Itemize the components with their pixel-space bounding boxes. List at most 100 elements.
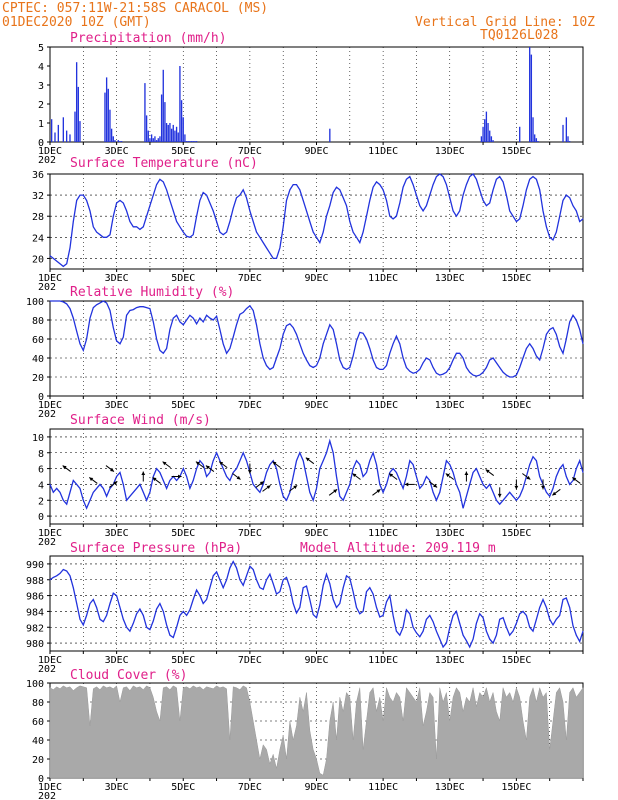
- wind-ytick-label: 4: [38, 480, 44, 491]
- temp-point: [412, 184, 414, 185]
- wind-point: [86, 507, 88, 509]
- wind-point: [352, 468, 354, 469]
- pres-point: [449, 626, 451, 628]
- temp-point: [545, 226, 547, 228]
- temp-point: [256, 231, 257, 233]
- wind-point: [466, 495, 467, 497]
- rh-point: [575, 319, 577, 321]
- precip-bar: [62, 117, 64, 142]
- precip-bar: [180, 100, 183, 142]
- wind-point: [219, 460, 221, 462]
- rh-point: [202, 321, 204, 323]
- wind-point: [359, 464, 361, 466]
- pres-point: [339, 603, 341, 604]
- precip-bar: [114, 140, 116, 142]
- temp-point: [306, 210, 307, 212]
- temp-xtick-label: 15DEC: [501, 273, 531, 284]
- wind-point: [252, 484, 254, 485]
- temp-point: [182, 231, 184, 233]
- temp-point: [352, 231, 354, 233]
- precip-bar: [562, 124, 564, 142]
- wind-point: [206, 476, 207, 477]
- rh-point: [312, 367, 314, 368]
- precip-bar: [154, 136, 156, 142]
- pres-point: [52, 576, 54, 578]
- wind-point: [406, 476, 407, 477]
- rh-point: [525, 348, 527, 349]
- rh-point: [292, 327, 294, 328]
- rh-point: [462, 357, 464, 359]
- rh-point: [299, 343, 301, 345]
- precip-bar: [537, 141, 539, 142]
- temp-point: [379, 184, 381, 185]
- wind-point: [69, 491, 71, 493]
- pres-point: [146, 626, 148, 628]
- temp-point: [382, 189, 384, 191]
- temp-xtick-label: 13DEC: [435, 273, 465, 284]
- pres-point: [166, 624, 167, 626]
- cloud-xtick-label: 3DEC: [105, 782, 129, 793]
- temp-point: [286, 199, 287, 201]
- wind-xtick-label: 7DEC: [238, 528, 262, 539]
- rh-point: [122, 336, 124, 338]
- pres-point: [372, 593, 374, 595]
- pres-point: [495, 634, 497, 636]
- wind-point: [282, 495, 284, 497]
- wind-point: [242, 452, 244, 454]
- wind-point: [192, 480, 194, 481]
- rh-point: [92, 307, 94, 309]
- precip-title: Precipitation (mm/h): [70, 31, 227, 46]
- precip-ytick-label: 5: [38, 43, 44, 54]
- wind-point: [346, 491, 347, 493]
- rh-title: Relative Humidity (%): [70, 285, 234, 300]
- pres-point: [515, 622, 517, 624]
- pres-point: [369, 587, 371, 589]
- pres-point: [329, 583, 331, 585]
- temp-point: [236, 197, 237, 199]
- wind-point: [196, 468, 197, 469]
- wind-point: [246, 460, 247, 462]
- rh-point: [136, 307, 138, 309]
- temp-point: [336, 186, 337, 188]
- header-grid-line: Vertical Grid Line: 10Z: [415, 15, 595, 30]
- wind-year-stub: 202: [38, 537, 56, 548]
- pres-point: [442, 646, 444, 648]
- wind-arrow-head: [110, 467, 114, 472]
- wind-point: [382, 491, 384, 493]
- temp-point: [489, 202, 491, 204]
- temp-point: [279, 247, 281, 249]
- wind-point: [505, 495, 507, 497]
- rh-point: [342, 367, 344, 368]
- pres-point: [302, 587, 304, 589]
- temp-point: [156, 184, 158, 185]
- rh-point: [149, 308, 151, 309]
- cloud-ytick-label: 60: [32, 717, 44, 728]
- precip-bar: [109, 109, 111, 142]
- header-station: CPTEC: 057:11W-21:58S CARACOL (MS): [2, 1, 268, 16]
- wind-point: [539, 476, 541, 477]
- rh-point: [72, 317, 74, 319]
- pres-point: [272, 583, 274, 585]
- rh-point: [392, 343, 394, 345]
- pres-point: [299, 607, 301, 608]
- pres-point: [565, 597, 567, 599]
- pres-point: [156, 608, 158, 610]
- pres-point: [456, 611, 457, 612]
- precip-bar: [170, 128, 173, 142]
- temp-point: [406, 178, 407, 180]
- rh-point: [86, 338, 88, 340]
- pres-point: [396, 630, 397, 632]
- wind-point: [176, 480, 177, 481]
- rh-point: [569, 321, 571, 323]
- rh-point: [206, 314, 207, 316]
- rh-point: [459, 352, 461, 354]
- rh-year-stub: 202: [38, 409, 56, 420]
- temp-xtick-label: 7DEC: [238, 273, 262, 284]
- precip-bar: [490, 136, 493, 142]
- temp-point: [226, 231, 227, 233]
- rh-point: [469, 371, 471, 373]
- pres-ytick-label: 986: [26, 592, 44, 603]
- pres-xtick-label: 1DEC: [38, 655, 62, 666]
- pres-point: [149, 629, 151, 631]
- wind-point: [356, 460, 357, 462]
